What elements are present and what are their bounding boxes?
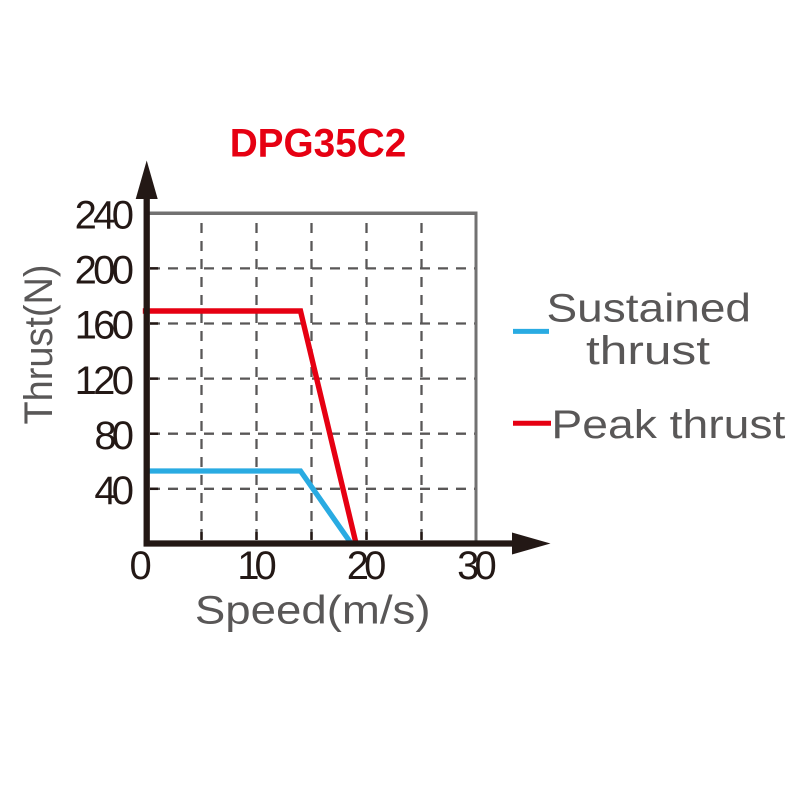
svg-text:0: 0 [129,544,151,588]
svg-text:Peak thrust: Peak thrust [551,403,785,447]
svg-text:DPG35C2: DPG35C2 [230,122,407,166]
svg-text:Sustained: Sustained [547,287,752,331]
svg-text:120: 120 [75,359,134,403]
svg-text:Speed(m/s): Speed(m/s) [195,589,431,633]
svg-text:40: 40 [94,469,134,513]
svg-text:240: 240 [75,194,134,238]
svg-text:10: 10 [237,544,277,588]
svg-text:20: 20 [347,544,387,588]
svg-text:30: 30 [457,544,497,588]
svg-text:200: 200 [75,249,134,293]
svg-text:80: 80 [94,414,134,458]
svg-text:Thrust(N): Thrust(N) [17,265,61,425]
svg-text:thrust: thrust [586,329,710,373]
svg-text:160: 160 [75,304,134,348]
